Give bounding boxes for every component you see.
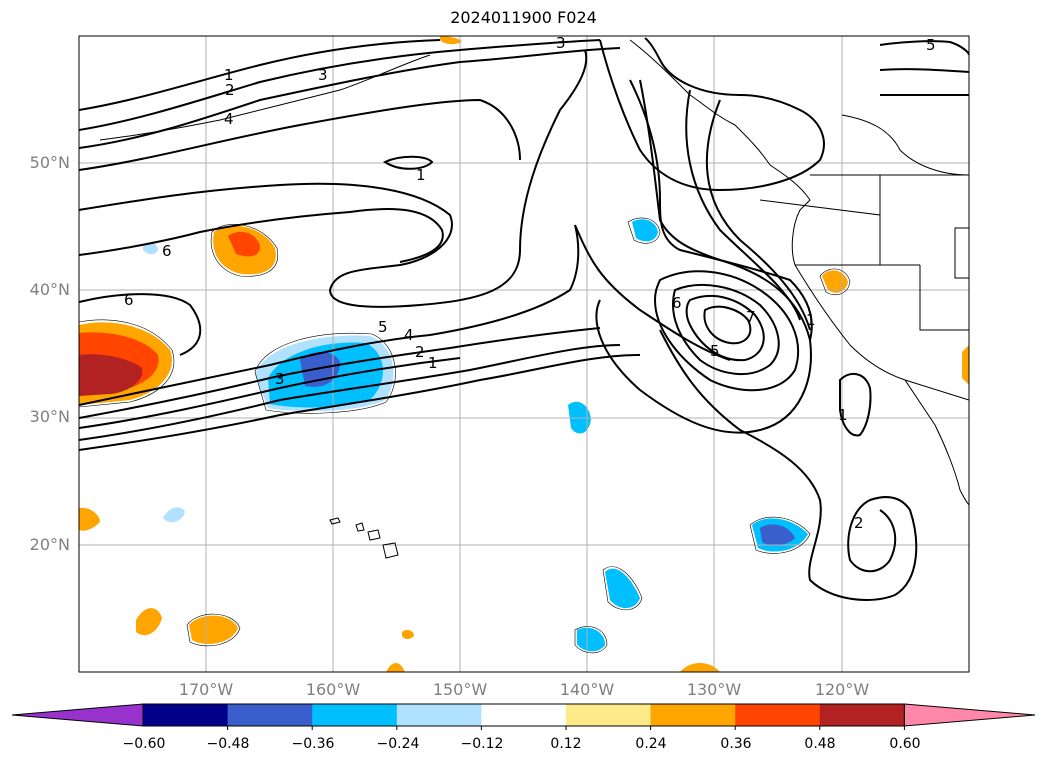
colorbar-outline <box>142 703 905 727</box>
warm-blob-outer <box>386 663 405 672</box>
lon-label: 140°W <box>559 680 615 699</box>
lon-label: 170°W <box>178 680 234 699</box>
colorbar-extend-high <box>903 703 1036 727</box>
contour-label: 2 <box>415 343 425 361</box>
warm-blob-outer <box>402 629 414 639</box>
cool-blob-outer <box>143 242 158 255</box>
colorbar-segment <box>143 704 229 726</box>
colorbar-segment <box>735 704 821 726</box>
colorbar-segment <box>650 704 736 726</box>
warm-blob-outer <box>962 345 969 385</box>
colorbar-segment <box>566 704 652 726</box>
warm-blob-outer <box>440 36 462 45</box>
colorbar-tick-label: −0.12 <box>460 736 504 752</box>
map-panel: 1 2 3 3 4 5 6 6 1 5 4 2 1 3 6 7 5 1 2 1 <box>78 34 970 673</box>
colorbar-segment <box>396 704 482 726</box>
gridlines <box>79 36 969 672</box>
lon-label: 160°W <box>305 680 361 699</box>
lat-label: 20°N <box>29 535 70 554</box>
figure-title: 2024011900 F024 <box>450 8 597 27</box>
contour-label: 6 <box>124 291 134 309</box>
contour-label: 5 <box>378 318 388 336</box>
colorbar-segment <box>227 704 313 726</box>
colorbar-segment <box>312 704 398 726</box>
colorbar-tick-label: −0.60 <box>122 736 166 752</box>
contour-label: 2 <box>854 514 864 532</box>
warm-blob-mid <box>228 231 260 257</box>
colorbar-tick-label: 0.60 <box>889 736 921 752</box>
contour-label: 1 <box>806 311 816 329</box>
shaded-anomalies <box>79 36 969 672</box>
colorbar-segment <box>819 704 905 726</box>
shade-outlines <box>79 217 851 654</box>
cool-blob-mid <box>632 219 658 242</box>
colorbar-tick-label: 0.12 <box>550 736 582 752</box>
contour-label: 1 <box>428 354 438 372</box>
contour-label: 3 <box>556 34 566 52</box>
colorbar-tick-label: −0.48 <box>206 736 250 752</box>
warm-blob-inner <box>79 354 143 396</box>
contour-label: 6 <box>162 242 172 260</box>
colorbar-extend-low <box>11 703 144 727</box>
colorbar-tick-label: 0.48 <box>804 736 836 752</box>
map-frame <box>78 35 970 673</box>
contour-label: 2 <box>225 81 235 99</box>
contour-lines <box>79 37 969 601</box>
lat-label: 40°N <box>29 280 70 299</box>
cool-blob-inner <box>760 524 795 546</box>
lon-label: 130°W <box>686 680 742 699</box>
contour-label: 3 <box>318 66 328 84</box>
contour-label: 1 <box>416 166 426 184</box>
contour-label: 1 <box>838 406 848 424</box>
warm-blob-outer <box>136 608 162 636</box>
warm-blob-outer <box>680 663 720 672</box>
lat-label: 50°N <box>29 153 70 172</box>
colorbar-tick-label: 0.36 <box>720 736 752 752</box>
warm-blob-outer <box>79 507 100 531</box>
contour-labels: 1 2 3 3 4 5 6 6 1 5 4 2 1 3 6 7 5 1 2 1 <box>124 34 936 532</box>
contour-label: 1 <box>224 66 234 84</box>
contour-label: 4 <box>224 110 234 128</box>
contour-label: 5 <box>710 342 720 360</box>
contour-label: 3 <box>275 370 285 388</box>
colorbar-tick-label: −0.36 <box>291 736 335 752</box>
contour-label: 7 <box>746 308 756 326</box>
colorbar-tick-label: −0.24 <box>376 736 420 752</box>
lon-label: 120°W <box>814 680 870 699</box>
colorbar <box>11 703 1036 730</box>
warm-blob-outer <box>822 270 848 293</box>
cool-blob-outer <box>163 507 185 523</box>
warm-blob-outer <box>189 615 238 644</box>
cool-blob-mid <box>605 568 640 609</box>
contour-label: 5 <box>926 36 936 54</box>
colorbar-segment <box>481 704 567 726</box>
contour-label: 6 <box>672 294 682 312</box>
colorbar-tick-label: 0.24 <box>635 736 667 752</box>
contour-label: 4 <box>404 326 414 344</box>
lat-label: 30°N <box>29 407 70 426</box>
colorbar-segments <box>11 703 1036 730</box>
cool-blob-mid <box>577 627 605 652</box>
lon-label: 150°W <box>432 680 488 699</box>
